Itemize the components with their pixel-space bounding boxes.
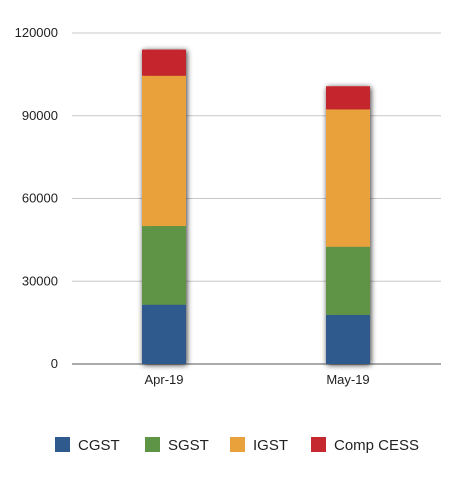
y-tick-label: 90000	[22, 108, 58, 123]
legend-item-comp-cess: Comp CESS	[311, 437, 419, 454]
y-tick-label: 0	[51, 356, 58, 371]
legend: CGST SGST IGST Comp CESS	[55, 437, 419, 454]
bar-segment-comp-cess	[326, 86, 370, 110]
legend-item-sgst: SGST	[145, 437, 209, 454]
bar-segment-sgst	[326, 246, 370, 315]
legend-label: SGST	[168, 437, 209, 454]
legend-swatch	[230, 437, 245, 452]
legend-swatch	[311, 437, 326, 452]
bar-segment-igst	[142, 75, 186, 227]
bar-stack-apr-19	[142, 49, 186, 364]
y-tick-label: 30000	[22, 273, 58, 288]
legend-item-cgst: CGST	[55, 437, 120, 454]
bar-segment-cgst	[142, 304, 186, 364]
bar-segment-igst	[326, 109, 370, 247]
bar-segment-sgst	[142, 226, 186, 305]
legend-label: IGST	[253, 437, 288, 454]
x-tick-label: Apr-19	[144, 372, 183, 387]
legend-item-igst: IGST	[230, 437, 288, 454]
bar-segment-comp-cess	[142, 49, 186, 76]
bars	[142, 49, 370, 364]
y-tick-label: 60000	[22, 191, 58, 206]
legend-label: Comp CESS	[334, 437, 419, 454]
gridlines	[72, 32, 441, 365]
x-tick-label: May-19	[326, 372, 369, 387]
legend-swatch	[55, 437, 70, 452]
legend-swatch	[145, 437, 160, 452]
legend-label: CGST	[78, 437, 120, 454]
bar-segment-cgst	[326, 314, 370, 364]
x-axis-ticks: Apr-19 May-19	[144, 372, 369, 387]
y-axis-ticks: 0 30000 60000 90000 120000	[15, 25, 58, 371]
bar-stack-may-19	[326, 86, 370, 364]
y-tick-label: 120000	[15, 25, 58, 40]
